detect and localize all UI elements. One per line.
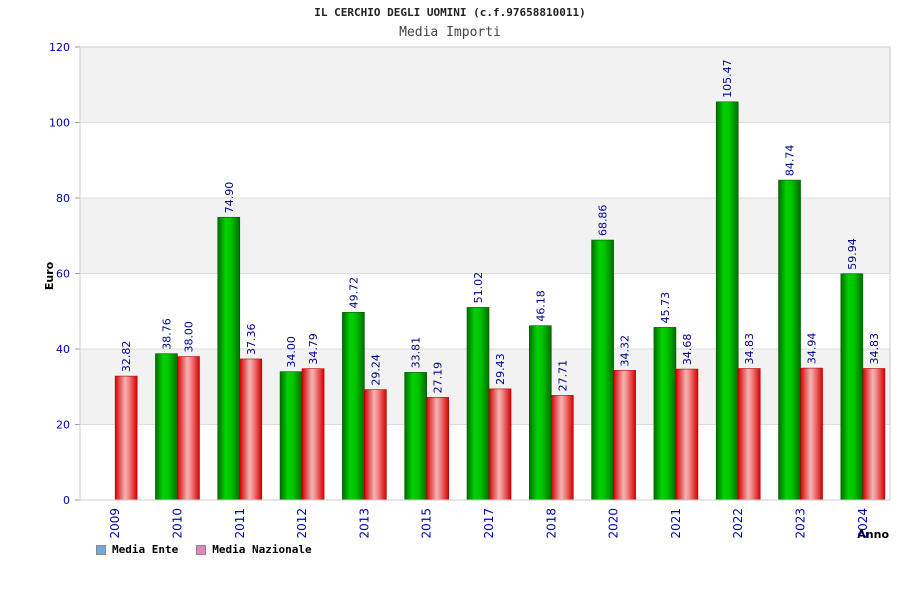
data-label: 34.00 [285, 336, 298, 368]
chart-subtitle: Media Importi [399, 25, 501, 40]
bar-media-nazionale [239, 358, 263, 501]
x-tick-label: 2012 [295, 508, 309, 539]
plot-border [79, 46, 891, 501]
bar-media-ente [217, 216, 241, 501]
data-label: 45.73 [659, 292, 672, 324]
bar-media-ente [342, 312, 365, 501]
bar-media-nazionale [551, 395, 574, 501]
x-tick-label: 2024 [856, 508, 870, 539]
bar-media-nazionale [301, 368, 325, 501]
bar-media-ente [404, 372, 427, 501]
data-label: 38.76 [160, 318, 173, 350]
data-label: 34.32 [619, 335, 632, 367]
bar-media-ente [155, 353, 178, 501]
data-label: 59.94 [846, 238, 859, 270]
data-label: 29.24 [369, 354, 382, 386]
data-label: 37.36 [245, 323, 258, 355]
data-label: 74.90 [223, 182, 236, 214]
y-tick-label: 60 [56, 268, 70, 281]
bars-layer [114, 101, 886, 501]
y-axis-label: Euro [43, 261, 56, 290]
data-label: 34.79 [307, 333, 320, 365]
bar-media-nazionale [800, 367, 823, 501]
x-tick-label: 2009 [108, 508, 122, 539]
y-tick-label: 40 [56, 343, 70, 356]
bar-media-nazionale [177, 356, 200, 501]
data-label: 34.83 [868, 333, 881, 365]
x-tick-label: 2023 [794, 508, 808, 539]
data-label: 34.94 [806, 333, 819, 365]
y-tick-label: 120 [49, 41, 70, 54]
data-label: 68.86 [597, 205, 610, 237]
grid-band [80, 198, 890, 274]
labels-layer: 32.82 38.76 38.00 74.90 37.36 34.00 34.79 49.72… [120, 59, 881, 393]
bar-media-nazionale [675, 368, 699, 501]
bar-media-nazionale [737, 368, 761, 501]
data-label: 49.72 [347, 277, 360, 309]
data-label: 84.74 [784, 145, 797, 177]
x-tick-label: 2017 [482, 508, 496, 539]
data-label: 46.18 [534, 290, 547, 322]
data-label: 27.71 [556, 360, 569, 392]
x-tick-label: 2015 [420, 508, 434, 539]
bar-media-ente [466, 307, 490, 501]
x-tick-label: 2010 [170, 508, 184, 539]
bar-media-ente [653, 327, 677, 501]
bar-media-ente [279, 371, 303, 501]
bar-media-nazionale [364, 389, 387, 501]
legend-label-media-ente: Media Ente [112, 543, 179, 556]
x-tick-label: 2020 [607, 508, 621, 539]
legend-item-media-nazionale: Media Nazionale [196, 543, 312, 556]
data-label: 105.47 [721, 59, 734, 98]
x-axis-label: Anno [857, 528, 889, 541]
y-tick-label: 80 [56, 192, 70, 205]
bar-media-ente [591, 239, 614, 501]
bar-media-ente [778, 179, 801, 501]
legend-item-media-ente: Media Ente [96, 543, 178, 556]
axes-layer: Euro Anno 0 20 40 60 80 100 120 2009 2010 2011 201… [43, 41, 891, 541]
bar-media-ente [715, 101, 739, 501]
y-tick-label: 100 [49, 117, 70, 130]
legend-swatch-media-nazionale [196, 544, 207, 555]
bar-media-nazionale [613, 370, 636, 501]
data-label: 38.00 [182, 321, 195, 353]
data-label: 34.83 [743, 333, 756, 365]
data-label: 34.68 [681, 334, 694, 366]
data-label: 51.02 [472, 272, 485, 304]
chart-title: IL CERCHIO DEGLI UOMINI (c.f.97658810011… [314, 6, 586, 19]
data-label: 29.43 [494, 353, 507, 385]
x-tick-label: 2013 [357, 508, 371, 539]
bar-media-nazionale [114, 375, 138, 501]
y-tick-label: 20 [56, 419, 70, 432]
data-label: 33.81 [410, 337, 423, 369]
bar-media-ente [840, 273, 864, 501]
grid-band [80, 47, 890, 123]
x-tick-label: 2018 [544, 508, 558, 539]
legend-swatch-media-ente [96, 544, 106, 555]
x-tick-label: 2021 [669, 508, 683, 539]
legend-label-media-nazionale: Media Nazionale [212, 543, 312, 556]
bar-media-nazionale [862, 368, 886, 501]
bar-media-nazionale [488, 388, 512, 501]
y-tick-label: 0 [63, 494, 70, 507]
x-tick-label: 2011 [233, 508, 247, 539]
legend: Media Ente Media Nazionale [96, 543, 312, 556]
data-label: 32.82 [120, 341, 133, 373]
data-label: 27.19 [432, 362, 445, 394]
bar-media-ente [529, 325, 552, 501]
x-tick-label: 2022 [731, 508, 745, 539]
bar-media-nazionale [426, 397, 449, 501]
